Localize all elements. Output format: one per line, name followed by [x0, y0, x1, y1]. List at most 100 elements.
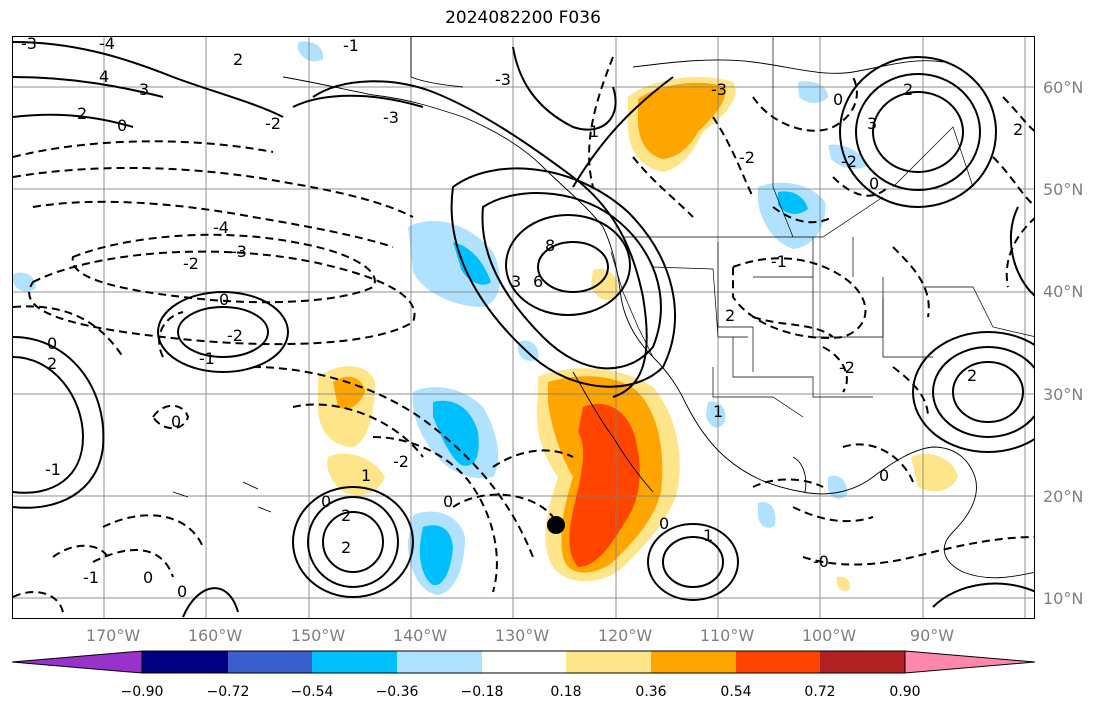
shade-lightblue-alaska	[298, 41, 324, 62]
contour-label: -2	[265, 114, 281, 133]
shade-blue-pac3	[419, 525, 453, 586]
colorbar-tick: −0.54	[290, 684, 334, 700]
colorbar	[12, 650, 1036, 674]
contour-label: 2	[967, 366, 977, 385]
graticule	[13, 37, 1034, 618]
colorbar-tick: −0.18	[460, 684, 504, 700]
contour-label: 0	[177, 582, 187, 601]
contour-label: -1	[771, 252, 787, 271]
colorbar-segment	[820, 651, 905, 673]
colorbar-segment	[312, 651, 397, 673]
lat-label: 60°N	[1043, 78, 1084, 97]
contour-label: 0	[47, 334, 57, 353]
shade-yellow-west2	[327, 453, 385, 496]
contour-label: 2	[233, 50, 243, 69]
contour-label: -2	[183, 254, 199, 273]
contour-label: 3	[511, 272, 521, 291]
contour-label: -2	[839, 358, 855, 377]
colorbar-tick: 0.72	[804, 684, 836, 700]
shade-lightblue-us	[758, 182, 826, 249]
contour-label: 2	[77, 104, 87, 123]
shade-lightblue-pac1	[408, 221, 500, 307]
contour-label: -1	[343, 37, 359, 55]
contour-label: 2	[903, 80, 913, 99]
contour-label: -1	[199, 349, 215, 368]
shade-blue-pac2	[433, 400, 479, 466]
colorbar-segment	[397, 651, 482, 673]
lon-label: 170°W	[85, 626, 141, 645]
shade-lightblue-gulf2	[828, 475, 848, 499]
colorbar-tick: 0.90	[889, 684, 921, 700]
colorbar-segment	[228, 651, 312, 673]
contour-label: -3	[383, 108, 399, 127]
contour-label: 1	[713, 402, 723, 421]
shade-lightblue-ne1	[798, 81, 828, 103]
colorbar-tick: −0.72	[206, 684, 250, 700]
contour-label: 6	[533, 272, 543, 291]
lat-label: 20°N	[1043, 487, 1084, 506]
contour-label: 0	[659, 514, 669, 533]
lat-label: 30°N	[1043, 385, 1084, 404]
contour-label: -2	[227, 326, 243, 345]
contour-label: 2	[725, 306, 735, 325]
contour-label: 0	[833, 90, 843, 109]
contour-label: 0	[219, 290, 229, 309]
negative-contours	[13, 56, 1034, 613]
shade-lightblue-gulf3	[758, 501, 776, 528]
colorbar-segment	[482, 651, 566, 673]
contour-label: -4	[213, 218, 229, 237]
contour-label: 2	[1013, 120, 1023, 139]
shade-lightblue-w	[13, 272, 36, 292]
contour-label: 4	[99, 67, 109, 86]
lat-label: 10°N	[1043, 589, 1084, 608]
contour-label: 1	[703, 526, 713, 545]
contour-label: 2	[341, 506, 351, 525]
lat-label: 40°N	[1043, 282, 1084, 301]
colorbar-extend-low	[12, 650, 143, 674]
colorbar-tick: 0.54	[720, 684, 752, 700]
lon-label: 120°W	[597, 626, 653, 645]
shade-yellow-coast	[591, 268, 619, 300]
colorbar-tick: −0.90	[120, 684, 164, 700]
negative-shading	[13, 41, 868, 595]
contour-label: 0	[143, 568, 153, 587]
contour-label: 0	[443, 492, 453, 511]
contour-labels: -3 -4 4 3 2 0 -2 -1 -3 -4 -3 -2 0 -1 -2 …	[21, 37, 1023, 601]
shade-red-south	[569, 403, 640, 567]
lon-label: 150°W	[290, 626, 346, 645]
storm-center-marker	[547, 516, 565, 534]
contour-label: 0	[321, 492, 331, 511]
contour-label: 2	[341, 538, 351, 557]
contour-label: -0	[813, 552, 829, 571]
shade-lightblue-baja	[518, 340, 539, 362]
shade-blue-pac1	[453, 242, 491, 285]
contour-label: 8	[545, 236, 555, 255]
shade-blue-us	[778, 191, 808, 214]
contour-label: -3	[711, 80, 727, 99]
contour-label: 1	[589, 122, 599, 141]
contour-label: -1	[45, 460, 61, 479]
colorbar-tick: −0.36	[375, 684, 419, 700]
contour-label: -3	[21, 37, 37, 53]
contour-label: -2	[841, 152, 857, 171]
shade-orange-north	[638, 82, 726, 159]
contour-label: 2	[47, 354, 57, 373]
lon-label: 100°W	[801, 626, 857, 645]
lat-label: 50°N	[1043, 180, 1084, 199]
contour-label: -2	[393, 452, 409, 471]
coastlines	[172, 37, 1034, 579]
map-title: 2024082200 F036	[445, 8, 601, 28]
colorbar-segment	[736, 651, 820, 673]
colorbar-segment	[142, 651, 228, 673]
shade-lightblue-mex	[706, 401, 726, 428]
contour-label: 0	[869, 174, 879, 193]
contour-label: 1	[361, 466, 371, 485]
colorbar-segment	[651, 651, 736, 673]
contour-label: -3	[495, 70, 511, 89]
colorbar-tick: 0.36	[635, 684, 667, 700]
shade-lightblue-ne2	[828, 144, 868, 169]
contour-label: 0	[117, 116, 127, 135]
lon-label: 140°W	[392, 626, 448, 645]
shade-yellow-gulf	[911, 453, 958, 492]
colorbar-tick: 0.18	[550, 684, 582, 700]
